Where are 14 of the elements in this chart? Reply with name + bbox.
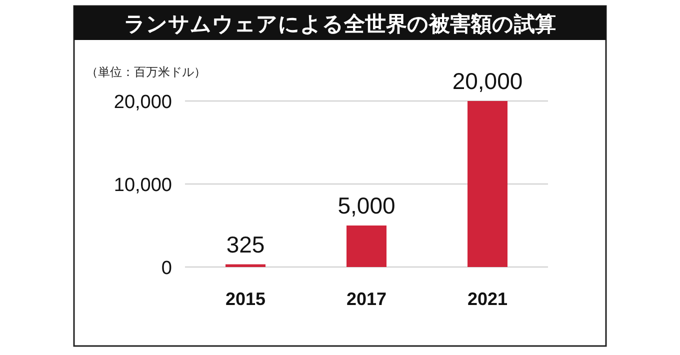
chart-title: ランサムウェアによる全世界の被害額の試算 [124,12,556,36]
chart-subtitle: （単位：百万米ドル） [86,65,206,79]
y-tick-label: 0 [161,258,172,279]
x-tick-label: 2017 [346,289,387,309]
data-label: 325 [226,231,265,258]
y-tick-label: 20,000 [114,92,172,113]
bar [346,226,386,267]
y-tick-label: 10,000 [114,175,172,196]
data-label: 20,000 [452,68,523,94]
data-label: 5,000 [338,192,396,218]
bar [226,264,266,267]
x-tick-label: 2021 [467,289,508,309]
x-tick-label: 2015 [225,289,266,309]
bar [468,101,508,267]
